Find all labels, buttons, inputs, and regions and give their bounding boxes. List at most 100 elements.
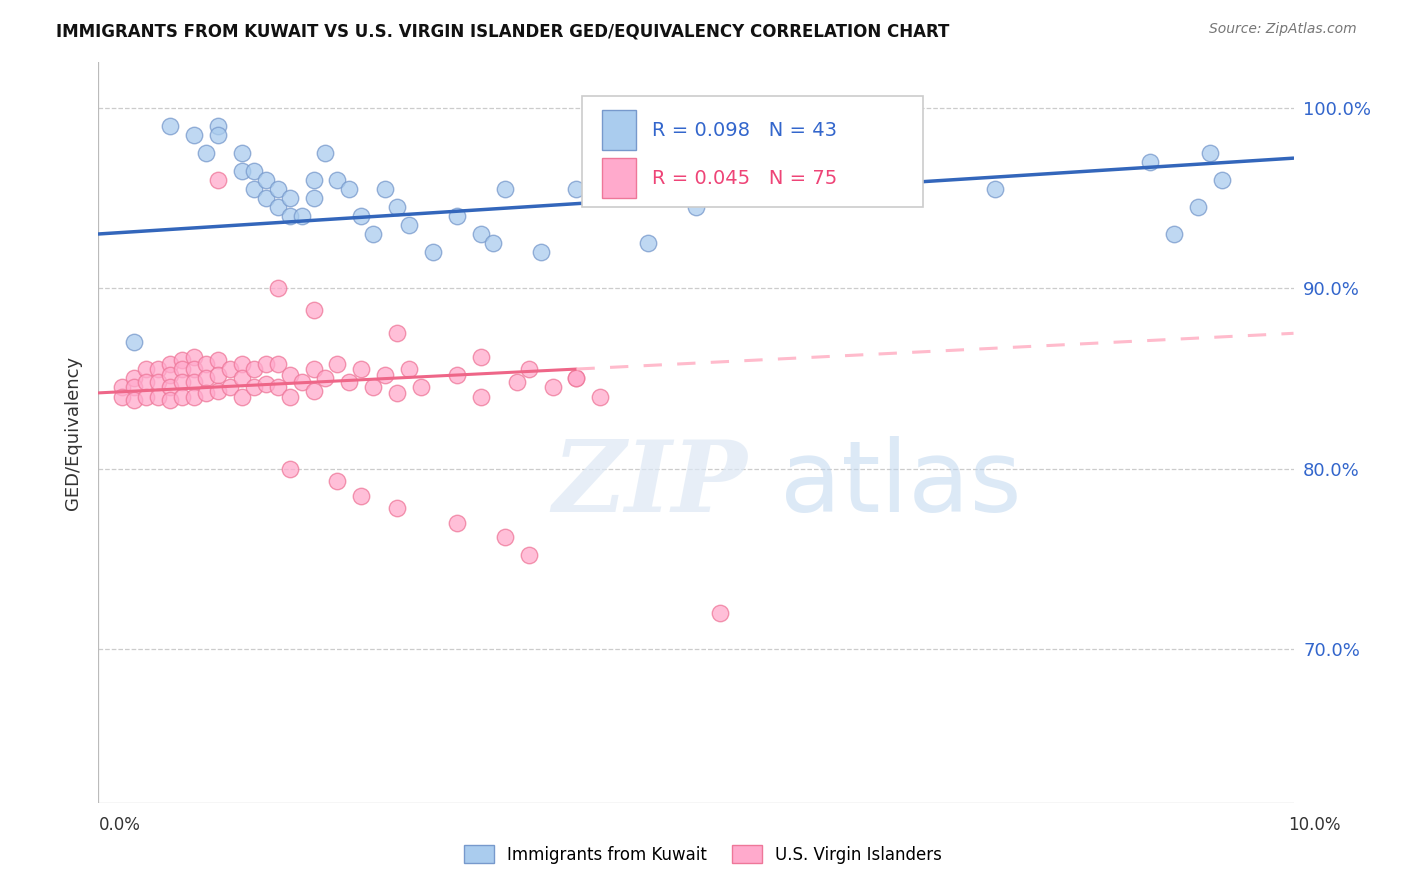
Point (385, 385, 409, 400)
Point (385, 200, 409, 214)
Point (565, 182, 588, 196)
Point (350, 362, 373, 376)
Point (148, 375, 170, 389)
Point (398, 218, 420, 232)
Point (302, 191, 325, 205)
Point (385, 326, 409, 341)
Point (326, 173, 349, 187)
Point (124, 380, 146, 394)
Point (530, 245, 553, 260)
Point (207, 173, 229, 187)
Point (243, 182, 266, 196)
Point (315, 371, 337, 385)
Point (278, 390, 301, 404)
Point (1187, 200, 1209, 214)
Point (135, 390, 157, 404)
Point (302, 384, 325, 398)
Point (470, 390, 492, 404)
Text: ZIP: ZIP (553, 436, 748, 533)
Point (446, 368, 468, 382)
Point (207, 368, 229, 382)
Point (374, 368, 396, 382)
Point (159, 119, 181, 133)
Point (231, 357, 253, 371)
Point (183, 128, 205, 142)
Point (278, 191, 301, 205)
Point (207, 353, 229, 368)
Text: R = 0.098   N = 43: R = 0.098 N = 43 (652, 120, 837, 140)
Point (207, 128, 229, 142)
Point (172, 362, 194, 376)
Point (135, 362, 157, 376)
Point (111, 390, 134, 404)
Point (1163, 227, 1185, 241)
Point (302, 362, 325, 376)
Point (385, 501, 409, 516)
Point (111, 380, 134, 394)
Point (411, 380, 433, 394)
Point (159, 380, 181, 394)
Point (183, 375, 205, 389)
Point (231, 371, 253, 385)
Point (517, 549, 540, 563)
Point (291, 209, 314, 223)
Point (267, 182, 290, 196)
Point (278, 461, 301, 475)
Point (613, 173, 636, 187)
Point (494, 182, 516, 196)
Point (124, 371, 146, 385)
Point (267, 380, 290, 394)
Point (541, 380, 564, 394)
Point (172, 353, 194, 368)
Point (231, 390, 253, 404)
Point (183, 390, 205, 404)
Point (254, 191, 277, 205)
Point (148, 390, 170, 404)
Point (398, 362, 420, 376)
Text: 10.0%: 10.0% (1288, 816, 1341, 834)
Point (172, 390, 194, 404)
Point (1139, 154, 1161, 169)
Point (422, 245, 444, 260)
Point (207, 384, 229, 398)
Point (589, 390, 612, 404)
Point (302, 173, 325, 187)
Point (984, 182, 1007, 196)
Point (207, 119, 229, 133)
Point (172, 375, 194, 389)
Point (446, 209, 468, 223)
Point (278, 368, 301, 382)
Text: R = 0.045   N = 75: R = 0.045 N = 75 (652, 169, 837, 187)
Point (470, 227, 492, 241)
Point (195, 357, 218, 371)
Point (350, 209, 373, 223)
Point (302, 302, 325, 317)
Point (159, 357, 181, 371)
Point (254, 376, 277, 391)
Point (374, 182, 396, 196)
FancyBboxPatch shape (602, 158, 637, 198)
Point (278, 209, 301, 223)
Point (565, 371, 588, 385)
Point (494, 530, 516, 544)
Point (637, 235, 659, 250)
Point (135, 375, 157, 389)
Point (446, 516, 468, 530)
Point (148, 362, 170, 376)
Point (243, 380, 266, 394)
Point (254, 173, 277, 187)
Point (195, 145, 218, 160)
Point (195, 371, 218, 385)
Point (363, 227, 385, 241)
Point (219, 362, 242, 376)
Point (709, 606, 731, 620)
Point (195, 385, 218, 400)
Point (350, 489, 373, 503)
Point (243, 362, 266, 376)
Point (159, 393, 181, 408)
Point (339, 375, 361, 389)
Text: 0.0%: 0.0% (98, 816, 141, 834)
Point (267, 357, 290, 371)
Legend: Immigrants from Kuwait, U.S. Virgin Islanders: Immigrants from Kuwait, U.S. Virgin Isla… (457, 838, 949, 871)
Point (482, 235, 505, 250)
